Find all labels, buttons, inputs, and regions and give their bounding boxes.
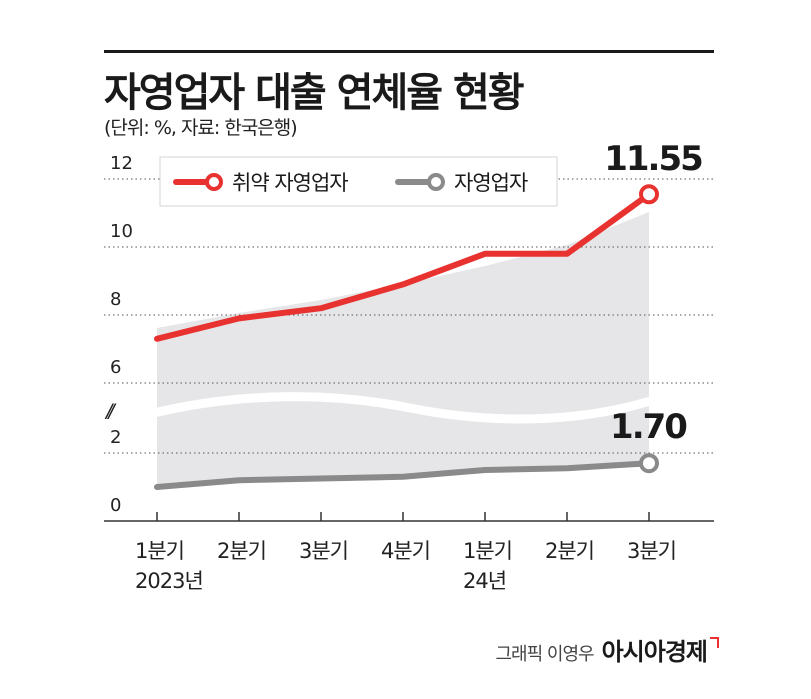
publisher-logo: 아시아경제 [601,638,708,666]
legend-marker-all [427,173,445,191]
x-tick-label-4: 1분기 24년 [463,539,512,593]
credit-name: 그래픽 이영우 [495,644,595,665]
x-tick-label-line: 2분기 [217,539,266,563]
data-label-vulnerable: 11.55 [604,139,702,179]
x-tick-label-1: 2분기 [217,539,266,563]
x-tick-label-line: 24년 [463,569,506,593]
x-tick-label-2: 3분기 [299,539,348,563]
x-tick-label-line: 3분기 [299,539,348,563]
x-tick-label-6: 3분기 [627,539,676,563]
series-end-marker-all [639,453,659,474]
data-label-all: 1.70 [610,407,687,447]
x-tick-label-line: 3분기 [627,539,676,563]
page-title: 자영업자 대출 연체율 현황 [104,70,525,116]
legend-box [159,156,558,207]
top-rule [104,50,714,53]
x-tick-label-line: 1분기 [135,539,184,563]
x-tick-label-0: 1분기 2023년 [135,539,203,593]
y-tick-label-2: 2 [110,427,121,448]
legend-marker-vulnerable [205,173,223,191]
x-tick-label-5: 2분기 [545,539,594,563]
x-tick-label-line: 4분기 [381,539,430,563]
x-tick-label-line: 2023년 [135,569,203,593]
legend-label-vulnerable: 취약 자영업자 [232,171,348,195]
y-tick-label-6: 6 [110,357,121,378]
x-tick-label-3: 4분기 [381,539,430,563]
legend-label-all: 자영업자 [454,171,528,195]
axis-break-wave [148,392,662,424]
x-tick-label-line: 2분기 [545,539,594,563]
x-tick-label-line: 1분기 [463,539,512,563]
legend: 취약 자영업자 자영업자 [159,156,558,207]
y-tick-label-12: 12 [110,153,133,174]
series-line-all [154,460,652,490]
series-end-marker-vulnerable [639,184,659,205]
credit: 그래픽 이영우 아시아경제 [495,632,719,667]
logo-mark-icon [710,637,719,648]
series-line-vulnerable [154,191,652,342]
y-tick-label-10: 10 [110,221,133,242]
range-band [157,212,649,487]
chart-subtitle: (단위: %, 자료: 한국은행) [104,117,298,139]
y-tick-label-8: 8 [110,289,121,310]
y-tick-label-0: 0 [110,495,121,516]
y-axis-break-symbol: // [104,400,117,422]
